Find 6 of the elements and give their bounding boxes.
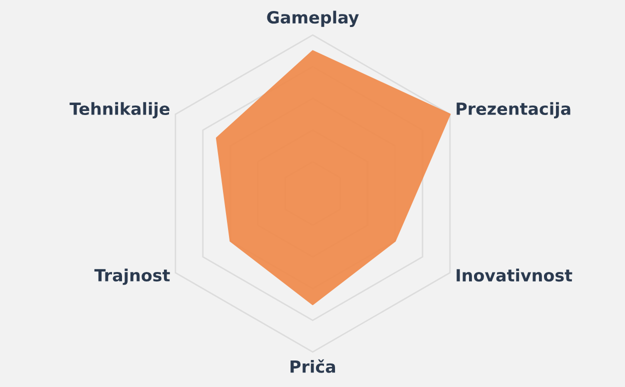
spoke-label: Prezentacija <box>456 102 570 118</box>
spoke-label: Inovativnost <box>456 268 572 282</box>
spoke-label: Tehnikalije <box>70 102 170 118</box>
spoke-label: Priča <box>290 359 336 373</box>
spoke-label: Gameplay <box>267 10 359 27</box>
spoke-label: Trajnost <box>94 268 170 285</box>
